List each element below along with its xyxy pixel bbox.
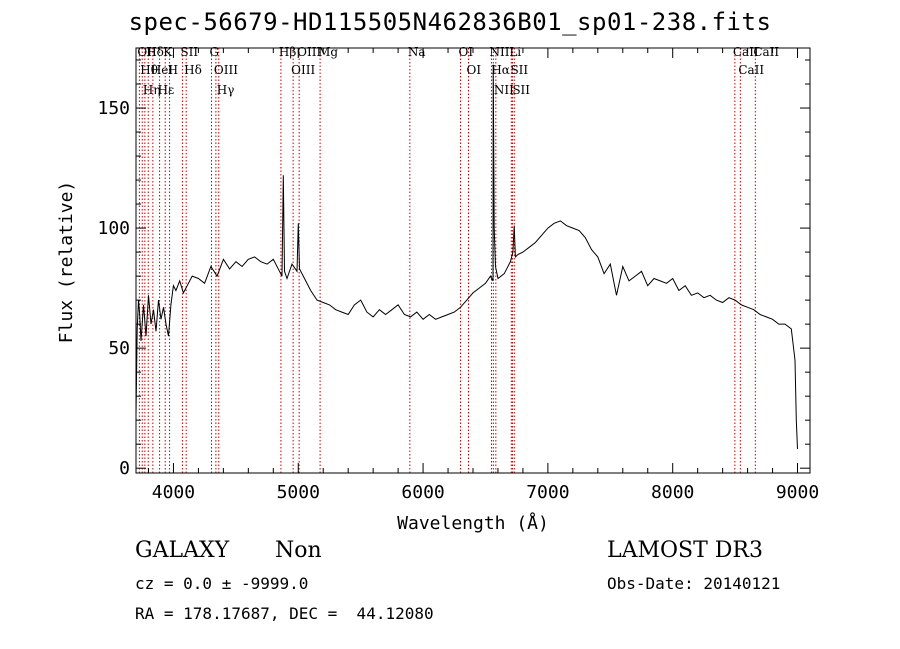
line-label: OIII — [291, 63, 315, 77]
line-label: H — [168, 63, 178, 77]
obs-date-text: Obs-Date: 20140121 — [607, 574, 781, 593]
line-label: Li — [509, 45, 521, 59]
line-labels: OIIHθHηHδHeIHεKHSIIHδGOIIIHγHβOIIIOIIIMg… — [137, 45, 779, 97]
axis-ticks: 4000 5000 6000 7000 8000 9000 0 50 100 150 — [97, 48, 819, 503]
line-label: NII — [489, 45, 509, 59]
line-label: SII — [510, 63, 528, 77]
line-label: OI — [467, 63, 482, 77]
y-tick-label: 100 — [97, 218, 130, 239]
x-axis-label: Wavelength (Å) — [397, 512, 549, 534]
spectrum-line — [135, 64, 798, 450]
line-label: OII — [137, 45, 157, 59]
line-label: Hδ — [184, 63, 202, 77]
line-label: Mg — [318, 45, 338, 59]
chart-title: spec-56679-HD115505N462836B01_sp01-238.f… — [128, 8, 772, 36]
line-label: SII — [512, 83, 530, 97]
line-label: Hθ — [140, 63, 158, 77]
line-label: OI — [459, 45, 474, 59]
line-label: Hε — [158, 83, 175, 97]
x-tick-label: 5000 — [277, 482, 320, 503]
line-label: CaII — [753, 45, 779, 59]
line-label: SII — [180, 45, 198, 59]
line-label: HeI — [151, 63, 174, 77]
x-tick-label: 7000 — [526, 482, 569, 503]
y-tick-label: 50 — [108, 338, 130, 359]
object-subclass: Non — [275, 538, 322, 563]
plot-frame — [135, 47, 811, 474]
line-label: OIII — [214, 63, 238, 77]
x-tick-label: 6000 — [401, 482, 444, 503]
line-label: Hβ — [279, 45, 296, 59]
emission-lines-layer — [138, 48, 756, 473]
line-label: CaII — [733, 45, 759, 59]
line-label: K — [163, 45, 173, 59]
survey-name: LAMOST DR3 — [607, 538, 763, 563]
x-tick-label: 8000 — [651, 482, 694, 503]
line-label: OIII — [297, 45, 321, 59]
line-label: CaII — [738, 63, 764, 77]
y-axis-label: Flux (relative) — [56, 181, 77, 344]
line-label: Hη — [143, 83, 161, 97]
y-tick-label: 0 — [119, 458, 130, 479]
line-label: Hγ — [217, 83, 235, 97]
line-label: Hδ — [146, 45, 164, 59]
x-tick-label: 9000 — [776, 482, 819, 503]
line-label: Hα — [491, 63, 510, 77]
line-label: G — [210, 45, 220, 59]
redshift-text: cz = 0.0 ± -9999.0 — [135, 574, 309, 593]
y-tick-label: 150 — [97, 98, 130, 119]
line-label: Na — [408, 45, 426, 59]
coordinates-text: RA = 178.17687, DEC = 44.12080 — [135, 604, 434, 623]
line-label: NII — [494, 83, 514, 97]
object-class: GALAXY — [135, 538, 230, 563]
x-tick-label: 4000 — [152, 482, 195, 503]
